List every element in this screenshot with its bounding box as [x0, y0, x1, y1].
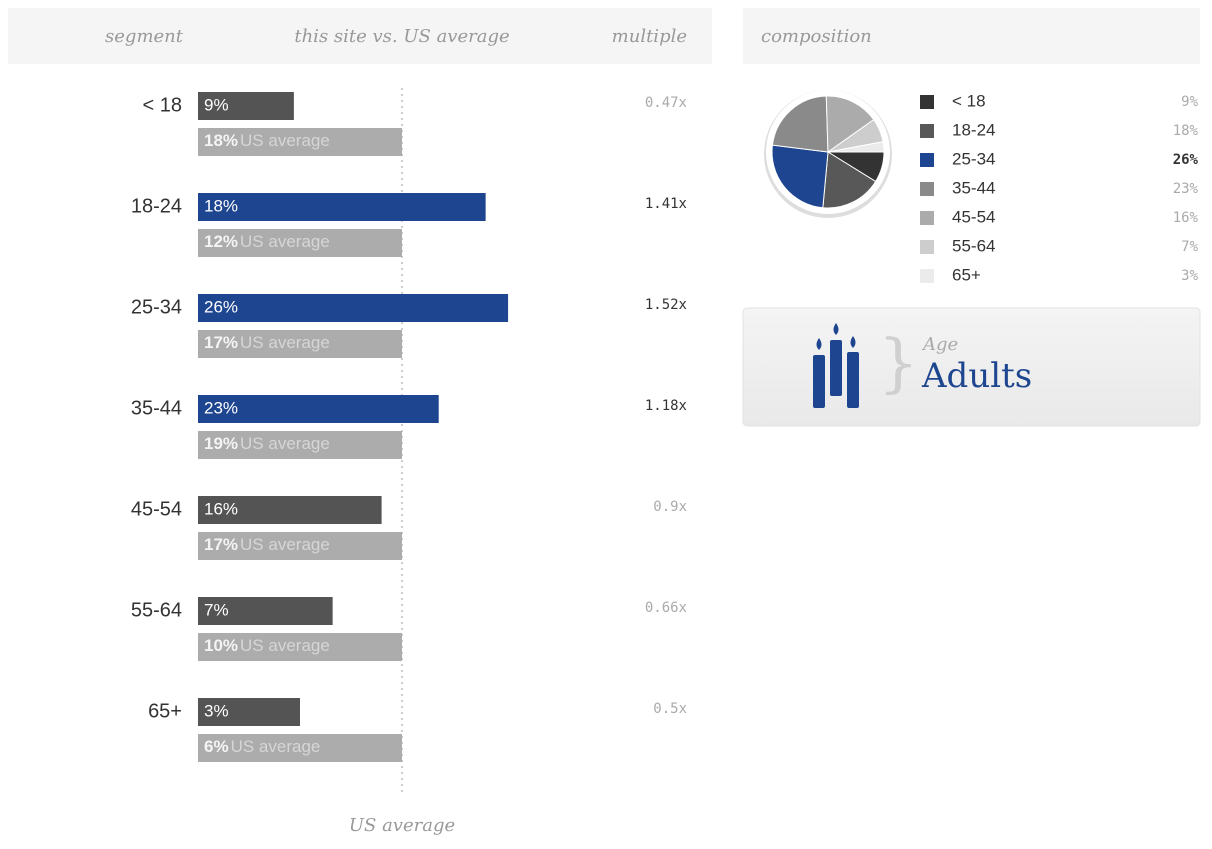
us-percent: 17% — [204, 333, 238, 352]
us-bar — [198, 431, 402, 459]
header-segment: segment — [105, 26, 184, 47]
us-percent: 17% — [204, 535, 238, 554]
legend-value: 18% — [1173, 123, 1199, 139]
card-caption: Age — [921, 334, 958, 355]
us-bar — [198, 633, 402, 661]
table-header — [8, 8, 712, 64]
segment-label: 25-34 — [131, 296, 182, 318]
site-bar — [198, 395, 439, 423]
site-value: 3% — [204, 701, 229, 720]
us-average-text: US average — [240, 636, 330, 655]
segment-label: 35-44 — [131, 397, 182, 419]
legend-swatch — [920, 95, 934, 109]
multiple: 1.52x — [645, 297, 687, 313]
us-average-text: US average — [240, 535, 330, 554]
card-title: Adults — [921, 356, 1032, 396]
header-comparison: this site vs. US average — [294, 26, 509, 47]
legend-label: 35-44 — [952, 178, 995, 197]
site-value: 16% — [204, 499, 238, 518]
multiple: 1.18x — [645, 398, 687, 414]
multiple: 0.47x — [645, 95, 687, 111]
axis-label: US average — [349, 815, 455, 836]
site-value: 9% — [204, 95, 229, 114]
pie-slice — [827, 141, 885, 153]
us-average-text: US average — [240, 232, 330, 251]
pie-slice — [822, 151, 877, 209]
legend-value: 3% — [1181, 268, 1198, 284]
pie-slice — [771, 144, 829, 209]
legend-swatch — [920, 240, 934, 254]
legend-value: 9% — [1181, 94, 1198, 110]
us-bar — [198, 532, 402, 560]
us-bar — [198, 128, 402, 156]
site-value: 26% — [204, 297, 238, 316]
site-bar — [198, 597, 333, 625]
header-multiple: multiple — [612, 26, 687, 47]
legend-label: 55-64 — [952, 236, 995, 255]
us-percent: 18% — [204, 131, 238, 150]
segment-label: 65+ — [148, 700, 182, 722]
us-value: 12% US average — [204, 232, 330, 251]
legend-swatch — [920, 269, 934, 283]
legend-swatch — [920, 124, 934, 138]
legend-value: 16% — [1173, 210, 1199, 226]
multiple: 0.9x — [653, 499, 687, 515]
segment-label: 45-54 — [131, 498, 182, 520]
legend-swatch — [920, 211, 934, 225]
pie-slice — [771, 95, 829, 153]
site-bar — [198, 193, 486, 221]
us-percent: 10% — [204, 636, 238, 655]
legend-label: 45-54 — [952, 207, 995, 226]
legend-value: 26% — [1173, 152, 1199, 168]
site-value: 18% — [204, 196, 238, 215]
us-bar — [198, 734, 402, 762]
multiple: 1.41x — [645, 196, 687, 212]
us-value: 18% US average — [204, 131, 330, 150]
us-bar — [198, 229, 402, 257]
site-bar — [198, 294, 509, 322]
us-average-text: US average — [240, 333, 330, 352]
segment-label: 55-64 — [131, 599, 182, 621]
site-bar — [198, 92, 294, 120]
us-average-text: US average — [231, 737, 321, 756]
pie-slice — [825, 95, 875, 153]
site-bar — [198, 698, 300, 726]
candles-icon — [813, 323, 859, 408]
site-bar — [198, 496, 382, 524]
us-average-text: US average — [240, 434, 330, 453]
us-value: 17% US average — [204, 535, 330, 554]
legend-label: 65+ — [952, 265, 981, 284]
multiple: 0.66x — [645, 600, 687, 616]
us-value: 6% US average — [204, 737, 320, 756]
us-value: 10% US average — [204, 636, 330, 655]
legend-value: 23% — [1173, 181, 1199, 197]
site-value: 23% — [204, 398, 238, 417]
legend-value: 7% — [1181, 239, 1198, 255]
us-percent: 19% — [204, 434, 238, 453]
site-value: 7% — [204, 600, 229, 619]
header-composition: composition — [761, 26, 872, 47]
legend-label: 18-24 — [952, 120, 995, 139]
us-average-text: US average — [240, 131, 330, 150]
composition-header — [743, 8, 1200, 64]
brace: } — [878, 327, 919, 401]
segment-label: 18-24 — [131, 195, 182, 217]
us-percent: 6% — [204, 737, 229, 756]
multiple: 0.5x — [653, 701, 687, 717]
legend-swatch — [920, 153, 934, 167]
us-value: 17% US average — [204, 333, 330, 352]
us-value: 19% US average — [204, 434, 330, 453]
us-bar — [198, 330, 402, 358]
us-percent: 12% — [204, 232, 238, 251]
segment-label: < 18 — [143, 94, 182, 116]
legend-swatch — [920, 182, 934, 196]
legend-label: 25-34 — [952, 149, 995, 168]
legend-label: < 18 — [952, 91, 986, 110]
